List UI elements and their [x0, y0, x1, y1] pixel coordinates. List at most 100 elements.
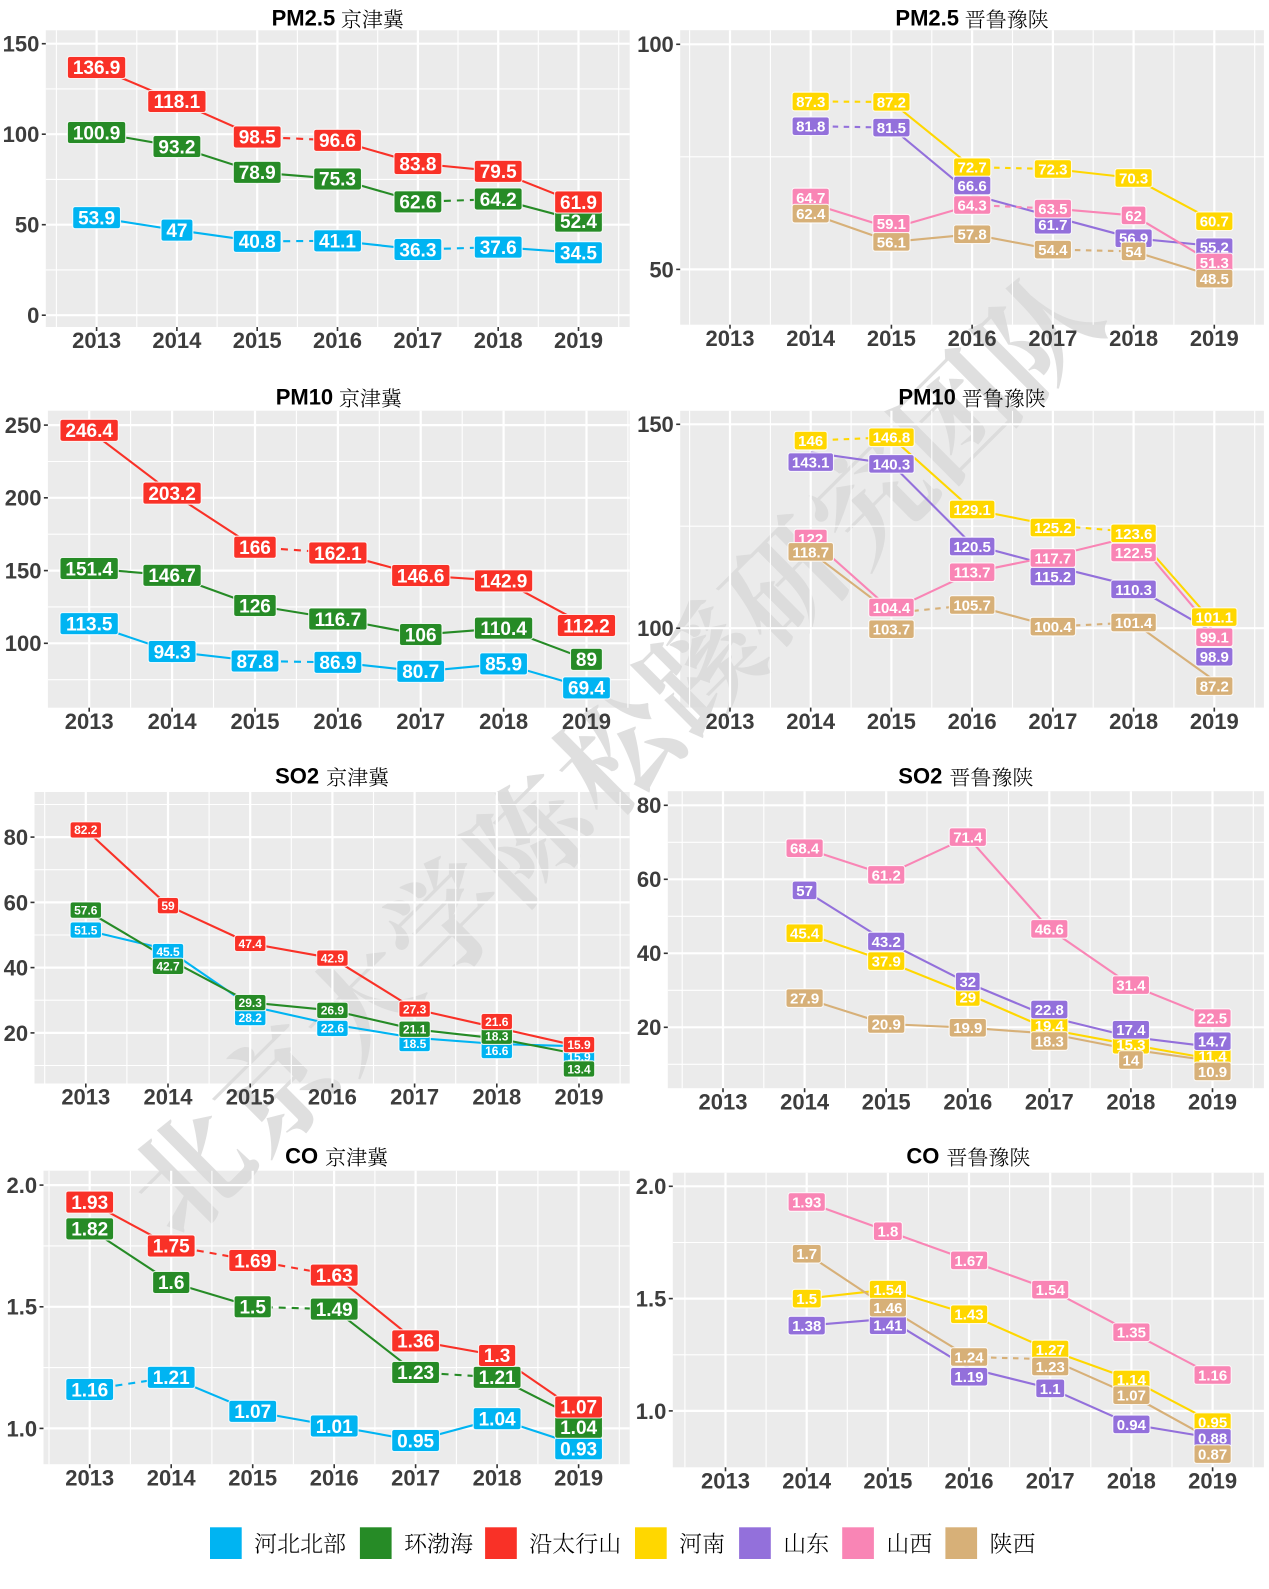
svg-text:31.4: 31.4	[1116, 978, 1146, 995]
svg-text:75.3: 75.3	[319, 170, 356, 191]
svg-text:16.6: 16.6	[485, 1044, 509, 1058]
svg-text:100.4: 100.4	[1034, 619, 1072, 636]
svg-text:89: 89	[576, 650, 597, 671]
svg-text:43.2: 43.2	[872, 934, 901, 951]
svg-text:0.94: 0.94	[1117, 1417, 1147, 1434]
svg-text:2019: 2019	[1188, 1469, 1237, 1494]
svg-text:51.5: 51.5	[74, 923, 98, 937]
svg-text:2015: 2015	[233, 328, 282, 353]
svg-text:81.5: 81.5	[877, 120, 906, 137]
svg-text:61.7: 61.7	[1038, 217, 1067, 234]
svg-text:61.9: 61.9	[560, 193, 597, 214]
svg-text:1.35: 1.35	[1117, 1325, 1146, 1342]
svg-text:PM10: PM10	[898, 385, 955, 410]
svg-text:1.16: 1.16	[71, 1380, 108, 1401]
svg-text:1.6: 1.6	[158, 1273, 184, 1294]
svg-text:62.4: 62.4	[796, 206, 826, 223]
svg-text:110.3: 110.3	[1115, 582, 1152, 599]
svg-text:21.1: 21.1	[403, 1023, 427, 1037]
svg-text:29.3: 29.3	[239, 996, 263, 1010]
svg-text:2014: 2014	[786, 326, 836, 351]
svg-text:54: 54	[1125, 244, 1142, 261]
svg-text:105.7: 105.7	[953, 597, 991, 614]
svg-text:2018: 2018	[479, 709, 528, 734]
svg-text:166: 166	[239, 538, 271, 559]
svg-text:62: 62	[1125, 208, 1142, 225]
svg-text:2014: 2014	[148, 709, 198, 734]
svg-text:1.1: 1.1	[1040, 1381, 1061, 1398]
svg-text:48.5: 48.5	[1200, 271, 1229, 288]
svg-text:36.3: 36.3	[399, 240, 436, 261]
svg-text:106: 106	[405, 625, 437, 646]
svg-text:98.9: 98.9	[1200, 649, 1229, 666]
svg-text:2018: 2018	[473, 1465, 522, 1490]
svg-text:2017: 2017	[1026, 1469, 1075, 1494]
svg-text:2013: 2013	[65, 1465, 114, 1490]
svg-text:2013: 2013	[65, 709, 114, 734]
svg-text:2015: 2015	[226, 1085, 275, 1110]
svg-text:34.5: 34.5	[560, 244, 597, 265]
svg-text:83.8: 83.8	[399, 154, 436, 175]
svg-text:CO: CO	[285, 1144, 318, 1169]
svg-text:2018: 2018	[1107, 1469, 1156, 1494]
svg-text:PM2.5: PM2.5	[895, 6, 959, 31]
svg-text:40: 40	[637, 941, 661, 966]
svg-text:146.7: 146.7	[148, 566, 196, 587]
svg-text:113.7: 113.7	[954, 565, 991, 582]
svg-text:87.3: 87.3	[796, 94, 825, 111]
svg-text:123.6: 123.6	[1115, 526, 1153, 543]
svg-text:1.67: 1.67	[954, 1253, 983, 1270]
svg-text:87.2: 87.2	[877, 94, 906, 111]
svg-text:2019: 2019	[554, 328, 603, 353]
svg-text:1.21: 1.21	[153, 1368, 190, 1389]
svg-text:2014: 2014	[780, 1089, 830, 1114]
svg-text:1.23: 1.23	[397, 1363, 434, 1384]
svg-text:1.63: 1.63	[316, 1266, 353, 1287]
svg-text:86.9: 86.9	[319, 653, 356, 674]
svg-text:162.1: 162.1	[314, 544, 362, 565]
svg-text:1.69: 1.69	[234, 1251, 271, 1272]
svg-text:146: 146	[798, 433, 823, 450]
svg-text:1.0: 1.0	[7, 1416, 38, 1441]
svg-text:2016: 2016	[308, 1085, 357, 1110]
svg-text:56.1: 56.1	[877, 234, 906, 251]
svg-text:1.82: 1.82	[71, 1220, 108, 1241]
svg-text:146.8: 146.8	[873, 430, 911, 447]
svg-text:126: 126	[239, 596, 271, 617]
svg-text:2013: 2013	[699, 1089, 748, 1114]
svg-text:2019: 2019	[555, 1085, 604, 1110]
svg-text:37.9: 37.9	[872, 954, 901, 971]
svg-text:2017: 2017	[1025, 1089, 1074, 1114]
svg-text:103.7: 103.7	[873, 622, 911, 639]
svg-text:2016: 2016	[313, 328, 362, 353]
svg-text:2017: 2017	[396, 709, 445, 734]
svg-text:27.9: 27.9	[790, 991, 819, 1008]
svg-text:2014: 2014	[152, 328, 202, 353]
svg-text:62.6: 62.6	[399, 193, 436, 214]
svg-text:20.9: 20.9	[872, 1016, 901, 1033]
svg-text:1.07: 1.07	[234, 1402, 271, 1423]
svg-text:20: 20	[637, 1015, 661, 1040]
svg-text:71.4: 71.4	[953, 830, 983, 847]
svg-text:2015: 2015	[862, 1089, 911, 1114]
svg-text:1.54: 1.54	[1036, 1282, 1066, 1299]
svg-text:101.1: 101.1	[1196, 610, 1234, 627]
svg-text:13.4: 13.4	[567, 1062, 591, 1076]
svg-text:2017: 2017	[1028, 326, 1077, 351]
svg-text:72.3: 72.3	[1038, 161, 1067, 178]
svg-text:1.3: 1.3	[484, 1346, 510, 1367]
svg-text:59: 59	[161, 899, 175, 913]
svg-text:64.2: 64.2	[480, 190, 517, 211]
svg-text:14: 14	[1123, 1052, 1140, 1069]
svg-text:1.46: 1.46	[873, 1300, 902, 1317]
svg-text:1.49: 1.49	[316, 1300, 353, 1321]
svg-text:118.1: 118.1	[154, 92, 201, 113]
svg-text:50: 50	[649, 257, 673, 282]
svg-text:2016: 2016	[948, 326, 997, 351]
svg-text:68.4: 68.4	[790, 841, 820, 858]
svg-text:1.01: 1.01	[316, 1417, 353, 1438]
svg-text:151.4: 151.4	[65, 559, 113, 580]
svg-text:0.95: 0.95	[397, 1431, 434, 1452]
svg-text:2.0: 2.0	[7, 1173, 38, 1198]
svg-text:1.07: 1.07	[1117, 1388, 1146, 1405]
